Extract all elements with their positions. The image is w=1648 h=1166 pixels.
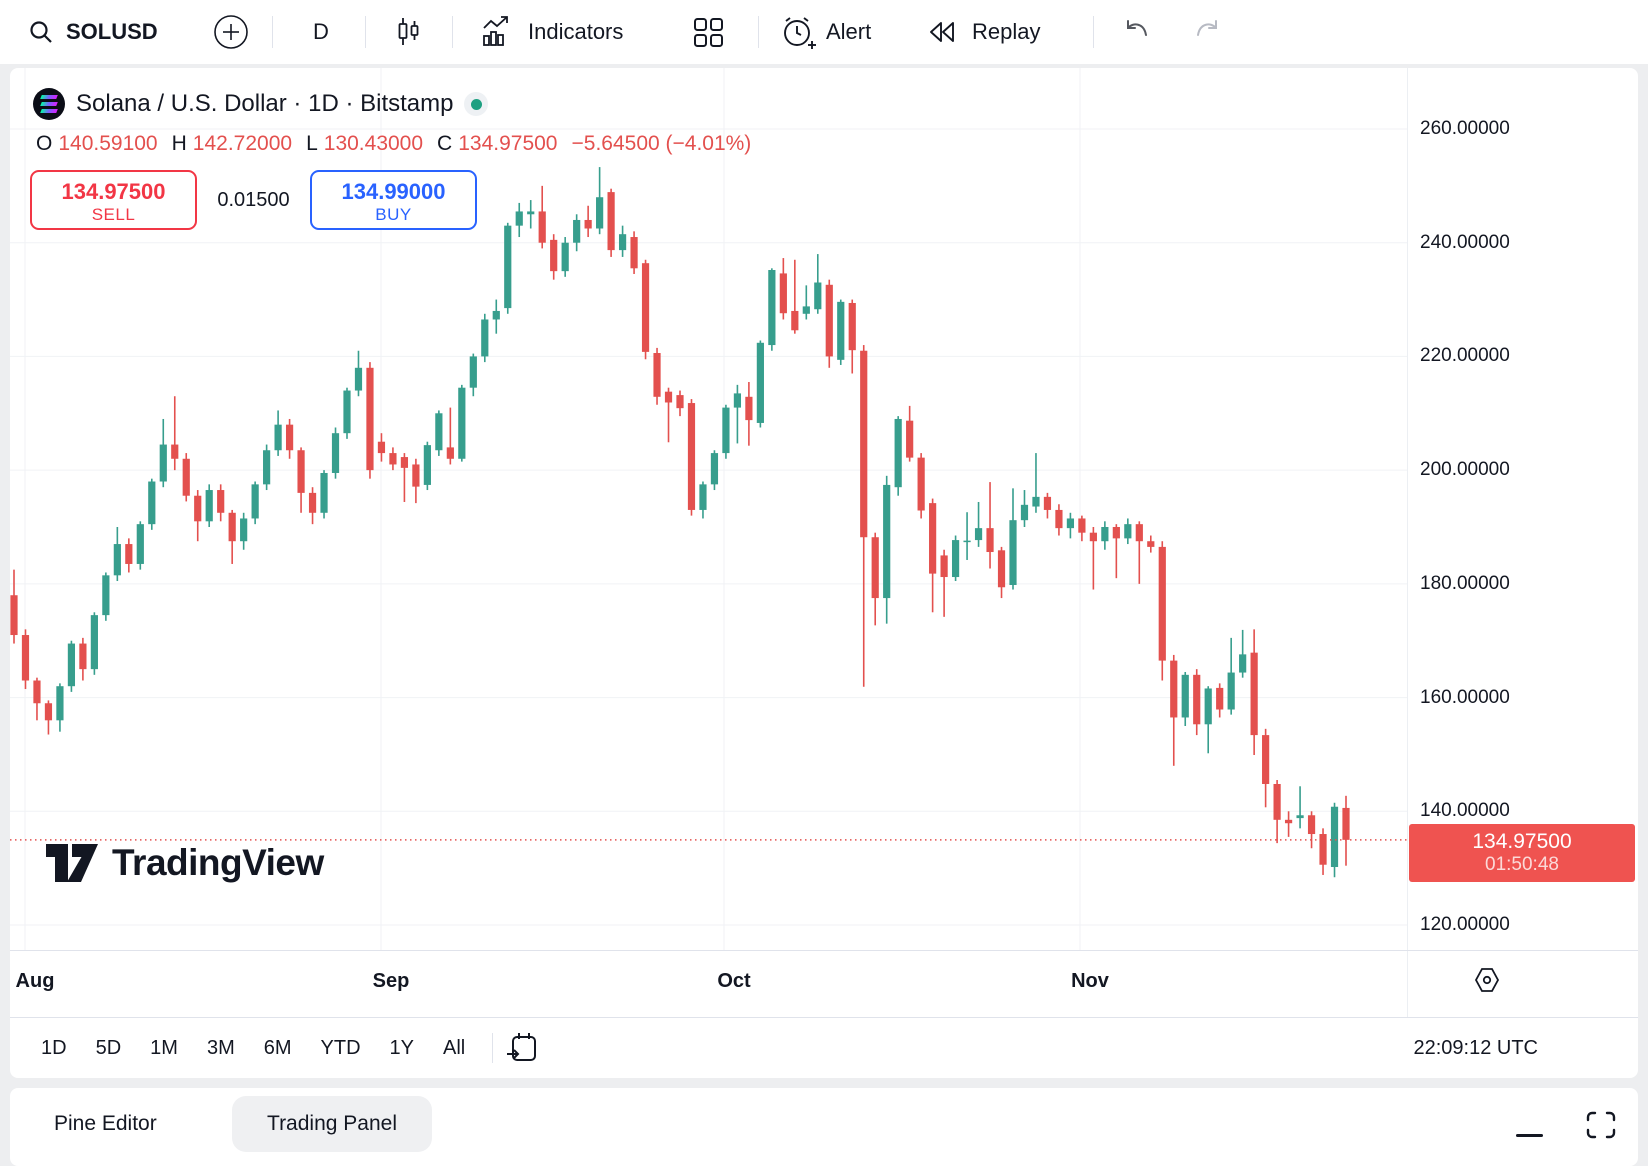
candlestick-chart[interactable]: [10, 68, 1407, 950]
interval-button[interactable]: D: [313, 19, 329, 44]
close-value: 134.97500: [458, 132, 558, 155]
ranges-divider-bar: [492, 1033, 494, 1063]
indicators-button[interactable]: Indicators: [528, 19, 624, 44]
trading-panel-tab[interactable]: Trading Panel: [232, 1096, 432, 1152]
solana-logo-icon: [33, 88, 65, 120]
change-value: −5.64500 (−4.01%): [571, 132, 752, 155]
symbol-search-icon[interactable]: [28, 0, 54, 64]
market-open-dot-icon: [470, 98, 482, 110]
tradingview-watermark: TradingView: [44, 838, 324, 888]
high-value: 142.72000: [192, 132, 293, 155]
settings-hexagon-icon[interactable]: [1472, 965, 1502, 1000]
spread-value: 0.01500: [217, 188, 290, 211]
sell-label: SELL: [91, 205, 136, 224]
go-to-date-icon[interactable]: [505, 1030, 541, 1066]
price-axis-divider: [1407, 68, 1408, 1017]
sell-price: 134.97500: [61, 179, 166, 204]
time-axis-label: Oct: [717, 970, 751, 992]
ranges-divider: [10, 1017, 1638, 1018]
date-ranges-row: 1D 5D 1M 3M 6M YTD 1Y All 22:09:12 UTC: [10, 1018, 1638, 1078]
indicators-icon[interactable]: [478, 0, 514, 64]
range-buttons: 1D 5D 1M 3M 6M YTD 1Y All: [10, 1031, 476, 1066]
replay-button[interactable]: Replay: [972, 19, 1041, 44]
tradingview-logo-icon: [46, 844, 98, 882]
time-axis-divider: [10, 950, 1638, 951]
toolbar-divider: [1093, 16, 1094, 48]
trade-widget: 134.97500 SELL 0.01500 134.99000 BUY: [30, 170, 477, 230]
price-axis-label: 180.00000: [1420, 572, 1510, 594]
price-axis-label: 160.00000: [1420, 686, 1510, 708]
compare-add-icon[interactable]: [213, 0, 249, 64]
toolbar-divider: [272, 16, 273, 48]
range-button-1m[interactable]: 1M: [150, 1036, 178, 1059]
replay-icon[interactable]: [925, 0, 959, 64]
bar-countdown: 01:50:48: [1485, 853, 1559, 875]
price-axis-label: 220.00000: [1420, 345, 1510, 367]
market-status-indicator[interactable]: [464, 92, 489, 116]
alert-button[interactable]: Alert: [826, 19, 872, 44]
buy-price: 134.99000: [341, 179, 446, 204]
last-price-value: 134.97500: [1472, 829, 1572, 853]
pine-editor-tab[interactable]: Pine Editor: [54, 1112, 157, 1135]
price-axis-label: 240.00000: [1420, 231, 1510, 253]
buy-button[interactable]: 134.99000 BUY: [310, 170, 477, 230]
toolbar-divider: [365, 16, 366, 48]
low-label: L: [306, 132, 318, 155]
layout-grid-icon[interactable]: [690, 0, 726, 64]
range-button-1d[interactable]: 1D: [41, 1036, 67, 1059]
minimize-panel-icon[interactable]: [1516, 1134, 1543, 1137]
price-axis-label: 140.00000: [1420, 800, 1510, 822]
watermark-text: TradingView: [112, 842, 324, 883]
low-value: 130.43000: [323, 132, 424, 155]
last-price-tag: 134.97500 01:50:48: [1409, 823, 1635, 882]
undo-icon[interactable]: [1120, 0, 1154, 64]
open-value: 140.59100: [58, 132, 158, 155]
time-axis-label: Nov: [1071, 970, 1109, 992]
range-button-ytd[interactable]: YTD: [320, 1036, 361, 1059]
symbol-name[interactable]: SOLUSD: [66, 19, 158, 44]
bottom-panel: Pine Editor Trading Panel: [10, 1088, 1638, 1166]
alert-clock-icon[interactable]: [778, 0, 818, 64]
clock-utc[interactable]: 22:09:12 UTC: [1413, 1036, 1538, 1059]
toolbar-divider: [758, 16, 759, 48]
toolbar-divider: [452, 16, 453, 48]
range-button-1y[interactable]: 1Y: [389, 1036, 415, 1059]
chart-style-candles-icon[interactable]: [392, 0, 424, 64]
symbol-legend[interactable]: Solana / U.S. Dollar · 1D · Bitstamp: [33, 88, 489, 120]
price-axis-label: 260.00000: [1420, 118, 1510, 139]
redo-icon[interactable]: [1190, 0, 1224, 64]
range-button-3m[interactable]: 3M: [206, 1036, 235, 1059]
chart-pane: 260.00000 240.00000 220.00000 200.00000 180.…: [10, 68, 1638, 1078]
open-label: O: [36, 132, 53, 155]
legend-title-text[interactable]: Solana / U.S. Dollar · 1D · Bitstamp: [76, 90, 454, 117]
ohlc-row: O 140.59100 H 142.72000 L 130.43000 C 134.97…: [36, 132, 751, 156]
top-toolbar: SOLUSD D Indicators: [0, 0, 1648, 64]
close-label: C: [437, 132, 453, 155]
expand-panel-icon[interactable]: [1582, 1106, 1620, 1149]
range-button-6m[interactable]: 6M: [263, 1036, 292, 1059]
range-button-5d[interactable]: 5D: [95, 1036, 122, 1059]
buy-label: BUY: [375, 205, 412, 224]
price-axis-label: 120.00000: [1420, 913, 1510, 935]
range-button-all[interactable]: All: [443, 1036, 466, 1059]
time-axis-label: Aug: [15, 970, 55, 992]
high-label: H: [171, 132, 187, 155]
time-axis-label: Sep: [372, 970, 410, 992]
sell-button[interactable]: 134.97500 SELL: [30, 170, 197, 230]
price-axis-label: 200.00000: [1420, 459, 1510, 481]
